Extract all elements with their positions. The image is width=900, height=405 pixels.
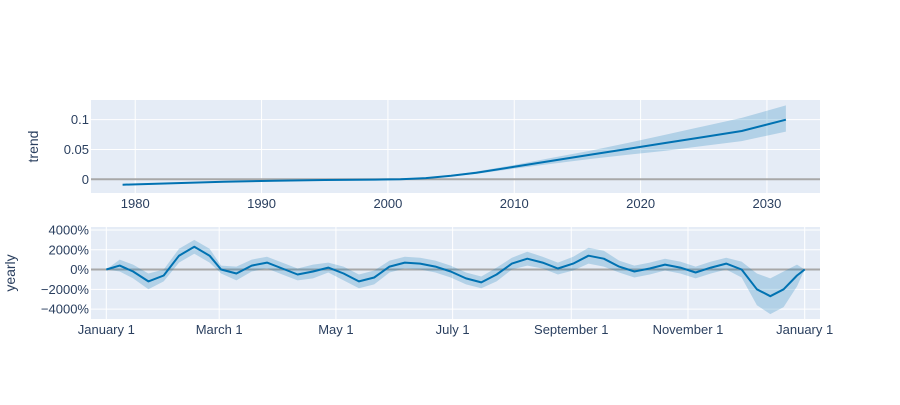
trend-y-tick-label: 0 xyxy=(82,172,89,187)
yearly-uncertainty-band xyxy=(106,239,805,315)
trend-panel: 1980 1990 2000 2010 2020 2030 0 0.05 0.1 trend xyxy=(25,100,820,211)
yearly-x-tick-label: July 1 xyxy=(436,322,470,337)
yearly-panel: January 1 March 1 May 1 July 1 September 1 No… xyxy=(2,222,833,337)
yearly-y-tick-label: 2000% xyxy=(49,242,90,257)
yearly-y-tick-label: 4000% xyxy=(49,222,90,237)
trend-x-tick-label: 2010 xyxy=(500,196,529,211)
trend-x-tick-label: 2030 xyxy=(752,196,781,211)
trend-plot-background xyxy=(91,100,820,193)
trend-x-tick-label: 2020 xyxy=(626,196,655,211)
trend-y-tick-label: 0.1 xyxy=(71,112,89,127)
yearly-series-line xyxy=(106,245,806,298)
yearly-x-tick-label: September 1 xyxy=(534,322,608,337)
trend-y-tick-label: 0.05 xyxy=(64,142,89,157)
yearly-y-axis-title: yearly xyxy=(2,254,18,291)
yearly-x-tick-label: January 1 xyxy=(776,322,833,337)
yearly-y-tick-label: −4000% xyxy=(41,302,90,317)
yearly-x-tick-label: March 1 xyxy=(196,322,243,337)
yearly-x-tick-label: May 1 xyxy=(318,322,353,337)
yearly-x-tick-label: November 1 xyxy=(653,322,724,337)
trend-series-line xyxy=(122,118,787,186)
yearly-y-tick-label: −2000% xyxy=(41,282,90,297)
yearly-y-tick-label: 0% xyxy=(70,262,89,277)
trend-x-tick-label: 1990 xyxy=(247,196,276,211)
trend-x-tick-label: 1980 xyxy=(121,196,150,211)
trend-y-axis-title: trend xyxy=(25,131,41,163)
yearly-x-tick-label: January 1 xyxy=(78,322,135,337)
trend-x-tick-label: 2000 xyxy=(373,196,402,211)
